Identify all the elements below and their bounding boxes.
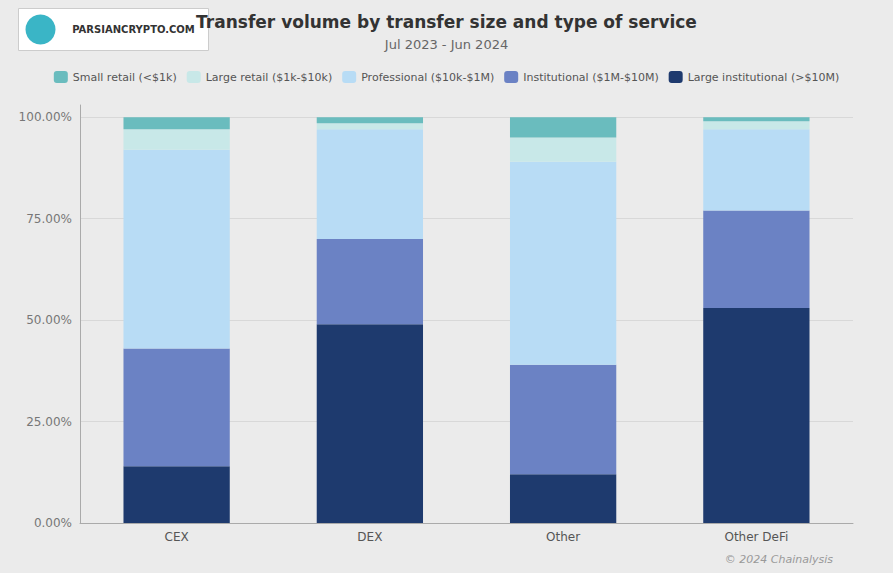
svg-text:Transfer volume by transfer si: Transfer volume by transfer size and typ… [196, 12, 697, 32]
svg-text:Professional ($10k-$1M): Professional ($10k-$1M) [361, 71, 494, 84]
svg-text:Institutional ($1M-$10M): Institutional ($1M-$10M) [523, 71, 659, 84]
svg-text:Other DeFi: Other DeFi [724, 530, 788, 544]
svg-text:CEX: CEX [165, 530, 189, 544]
svg-text:Large institutional (>$10M): Large institutional (>$10M) [688, 71, 840, 84]
svg-text:25.00%: 25.00% [26, 415, 72, 429]
svg-text:© 2024 Chainalysis: © 2024 Chainalysis [725, 553, 834, 566]
svg-text:Other: Other [546, 530, 580, 544]
svg-text:100.00%: 100.00% [19, 110, 72, 124]
svg-text:75.00%: 75.00% [26, 212, 72, 226]
svg-text:Jul 2023 - Jun 2024: Jul 2023 - Jun 2024 [384, 37, 508, 52]
svg-text:Small retail (<$1k): Small retail (<$1k) [73, 71, 177, 84]
svg-text:0.00%: 0.00% [34, 516, 72, 530]
svg-text:PARSIANCRYPTO.COM: PARSIANCRYPTO.COM [72, 24, 195, 35]
svg-text:Large retail ($1k-$10k): Large retail ($1k-$10k) [206, 71, 332, 84]
svg-text:DEX: DEX [357, 530, 382, 544]
svg-text:50.00%: 50.00% [26, 313, 72, 327]
